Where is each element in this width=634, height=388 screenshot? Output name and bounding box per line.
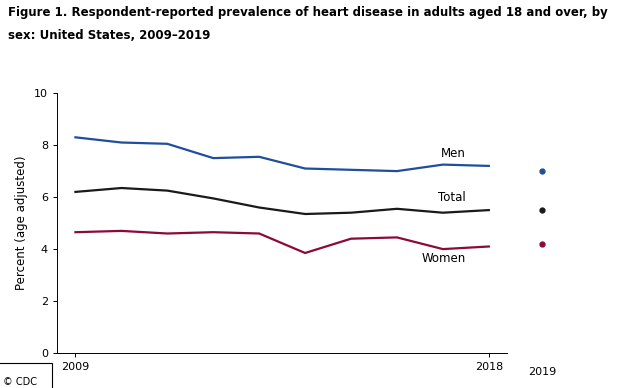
- Y-axis label: Percent (age adjusted): Percent (age adjusted): [15, 156, 29, 290]
- Text: Total: Total: [438, 191, 466, 204]
- Text: sex: United States, 2009–2019: sex: United States, 2009–2019: [8, 29, 210, 42]
- Text: 2019: 2019: [528, 367, 556, 378]
- Text: © CDC: © CDC: [3, 377, 37, 387]
- Text: Women: Women: [422, 252, 466, 265]
- Text: Figure 1. Respondent-reported prevalence of heart disease in adults aged 18 and : Figure 1. Respondent-reported prevalence…: [8, 6, 607, 19]
- Text: Men: Men: [441, 147, 466, 160]
